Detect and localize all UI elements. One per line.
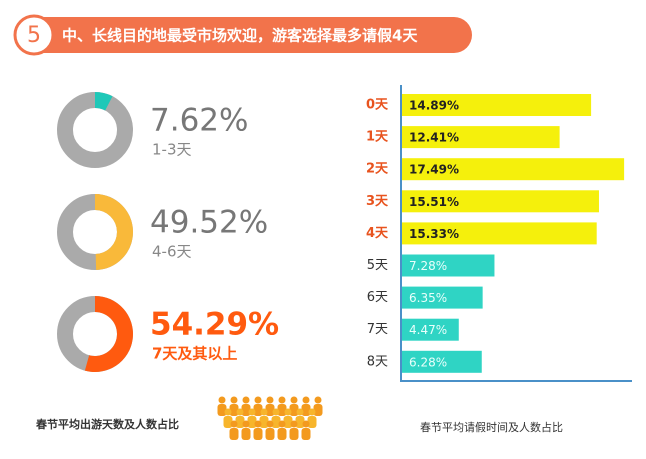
person-body [277,404,287,416]
person-head [236,408,244,416]
bar-value-label: 7.28% [409,259,447,273]
person-body [241,428,251,440]
y-tick-label: 4天 [366,226,389,241]
person-body [241,404,251,416]
bar [402,286,483,309]
person-head [266,420,274,428]
y-tick-label: 1天 [366,130,389,145]
person-body [253,404,263,416]
bar [402,126,560,149]
person-head [218,396,226,404]
bar-value-label: 15.33% [409,227,459,241]
person-head [272,408,280,416]
person-body [301,428,311,440]
y-tick-label: 7天 [367,322,388,337]
person-head [290,396,298,404]
donut-value-label: 7.62% [150,103,248,139]
chart-title: 春节平均请假时间及人数占比 [420,420,563,434]
person-body [289,404,299,416]
y-tick-label: 2天 [366,162,389,177]
person-head [314,396,322,404]
person-body [313,404,323,416]
person-body [247,416,257,428]
caption: 春节平均出游天数及人数占比 [36,417,179,431]
bar [402,350,482,373]
bar-value-label: 6.28% [409,355,447,369]
person-body [301,404,311,416]
bar-value-label: 15.51% [409,195,459,209]
y-tick-label: 5天 [367,258,388,273]
person-head [248,408,256,416]
donut-segment [95,92,113,111]
person-head [278,396,286,404]
person-head [308,408,316,416]
bar-value-label: 6.35% [409,291,447,305]
donut-category-label: 4-6天 [152,243,192,261]
person-head [278,420,286,428]
bar [402,158,625,181]
person-body [259,416,269,428]
person-head [254,396,262,404]
person-head [302,420,310,428]
person-body [289,428,299,440]
person-head [296,408,304,416]
person-body [283,416,293,428]
person-body [265,428,275,440]
bar [402,190,599,213]
person-body [223,416,233,428]
bar [402,254,495,277]
person-body [253,428,263,440]
person-head [260,408,268,416]
person-body [235,416,245,428]
bar [402,222,597,245]
person-body [307,416,317,428]
person-body [277,428,287,440]
donut-category-label: 1-3天 [152,141,192,159]
person-head [290,420,298,428]
person-body [229,428,239,440]
person-head [284,408,292,416]
donut-value-label: 49.52% [150,205,268,241]
y-tick-label: 6天 [367,290,388,305]
donut-category-label: 7天及其以上 [152,345,237,363]
person-head [254,420,262,428]
crowd-icon [217,396,323,440]
bar [402,318,459,341]
header-badge [13,14,55,56]
header-number: 5 [27,23,41,48]
bar-value-label: 4.47% [409,323,447,337]
bar-value-label: 14.89% [409,99,459,113]
header-bar [14,17,472,53]
person-head [230,420,238,428]
y-tick-label: 8天 [367,354,388,369]
person-body [265,404,275,416]
person-head [224,408,232,416]
donut-value-label: 54.29% [150,307,279,343]
donut-segment [95,194,134,270]
person-body [217,404,227,416]
person-head [242,420,250,428]
header-title: 中、长线目的地最受市场欢迎，游客选择最多请假4天 [62,27,418,45]
bar-value-label: 12.41% [409,131,459,145]
bar-value-label: 17.49% [409,163,459,177]
y-tick-label: 3天 [366,194,389,209]
person-head [242,396,250,404]
person-head [230,396,238,404]
y-tick-label: 0天 [366,98,389,113]
person-body [271,416,281,428]
person-body [295,416,305,428]
bar [402,94,592,116]
person-head [266,396,274,404]
person-head [302,396,310,404]
person-body [229,404,239,416]
donut-segment [84,296,134,372]
